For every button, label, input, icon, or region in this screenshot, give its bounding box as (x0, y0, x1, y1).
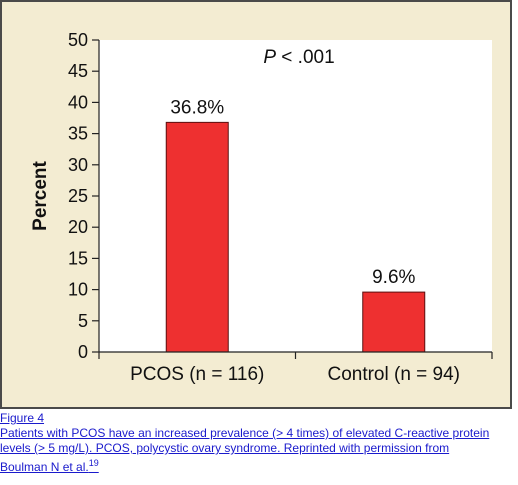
figure-panel: 0 5 10 15 20 25 30 35 40 45 50 PCOS (n = 116) Contr… (0, 0, 512, 409)
caption-line-2[interactable]: levels (> 5 mg/L). PCOS, polycystic ovar… (0, 441, 450, 455)
y-axis-label: Percent (30, 160, 51, 230)
plot-area (99, 40, 492, 352)
figure-caption: Figure 4 Patients with PCOS have an incr… (0, 411, 518, 485)
y-tick-label: 50 (68, 30, 88, 50)
p-value-letter: P (263, 47, 276, 68)
caption-line-1[interactable]: Patients with PCOS have an increased pre… (0, 426, 490, 440)
data-label-0: 36.8% (170, 97, 224, 118)
y-tick-label: 10 (68, 280, 88, 300)
caption-citation: Boulman N et al. (0, 460, 89, 474)
caption-line-3[interactable]: Boulman N et al.19 (0, 456, 518, 475)
bar-1 (362, 291, 426, 353)
y-tick-label: 45 (68, 61, 88, 81)
category-label-0: PCOS (n = 116) (130, 364, 264, 385)
y-tick-label: 30 (68, 155, 88, 175)
bar-chart: 0 5 10 15 20 25 30 35 40 45 50 PCOS (n = 116) Contr… (30, 30, 493, 385)
y-tick-label: 40 (68, 92, 88, 112)
figure-label-link[interactable]: Figure 4 (0, 411, 45, 425)
caption-reference-number[interactable]: 19 (88, 458, 99, 468)
p-value-annotation: P < .001 (263, 47, 334, 68)
p-value-text: < .001 (276, 47, 335, 68)
y-tick-label: 0 (78, 342, 88, 362)
data-label-1: 9.6% (372, 267, 415, 288)
y-tick-label: 35 (68, 124, 88, 144)
y-tick-label: 25 (68, 186, 88, 206)
bar-0 (165, 121, 229, 353)
y-tick-label: 15 (68, 248, 88, 268)
y-tick-label: 5 (78, 311, 88, 331)
category-label-1: Control (n = 94) (327, 364, 460, 385)
y-tick-label: 20 (68, 217, 88, 237)
